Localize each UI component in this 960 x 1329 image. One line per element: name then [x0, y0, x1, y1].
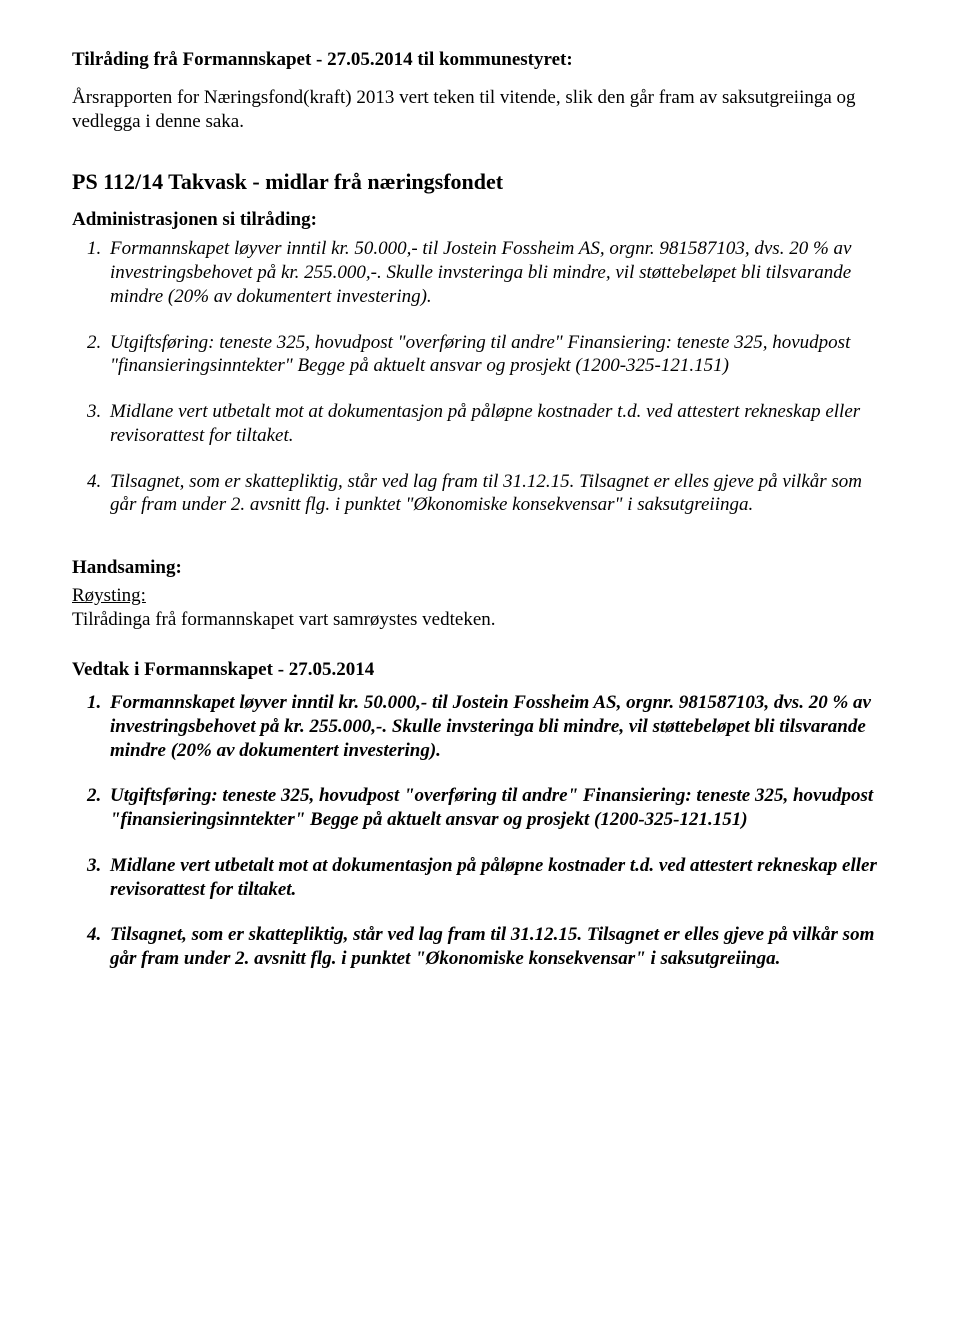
vedtak-item: Utgiftsføring: teneste 325, hovudpost "o… [106, 784, 888, 832]
vedtak-item: Tilsagnet, som er skattepliktig, står ve… [106, 923, 888, 971]
vedtak-item: Formannskapet løyver inntil kr. 50.000,-… [106, 691, 888, 762]
handsaming-label: Handsaming: [72, 557, 888, 579]
tilrading-item: Midlane vert utbetalt mot at dokumentasj… [106, 400, 888, 448]
top-heading: Tilråding frå Formannskapet - 27.05.2014… [72, 48, 888, 72]
vedtak-item: Midlane vert utbetalt mot at dokumentasj… [106, 854, 888, 902]
document-page: Tilråding frå Formannskapet - 27.05.2014… [0, 0, 960, 1041]
top-paragraph: Årsrapporten for Næringsfond(kraft) 2013… [72, 86, 888, 134]
tilrading-item: Utgiftsføring: teneste 325, hovudpost "o… [106, 331, 888, 379]
vedtak-list: Formannskapet løyver inntil kr. 50.000,-… [72, 691, 888, 971]
section-title: PS 112/14 Takvask - midlar frå næringsfo… [72, 169, 888, 195]
roysting-label: Røysting: [72, 585, 888, 607]
section-subheading: Administrasjonen si tilråding: [72, 209, 888, 231]
tilrading-list: Formannskapet løyver inntil kr. 50.000,-… [72, 237, 888, 517]
tilrading-item: Tilsagnet, som er skattepliktig, står ve… [106, 470, 888, 518]
tilrading-item: Formannskapet løyver inntil kr. 50.000,-… [106, 237, 888, 308]
roysting-text: Tilrådinga frå formannskapet vart samrøy… [72, 609, 888, 631]
vedtak-title: Vedtak i Formannskapet - 27.05.2014 [72, 659, 888, 681]
